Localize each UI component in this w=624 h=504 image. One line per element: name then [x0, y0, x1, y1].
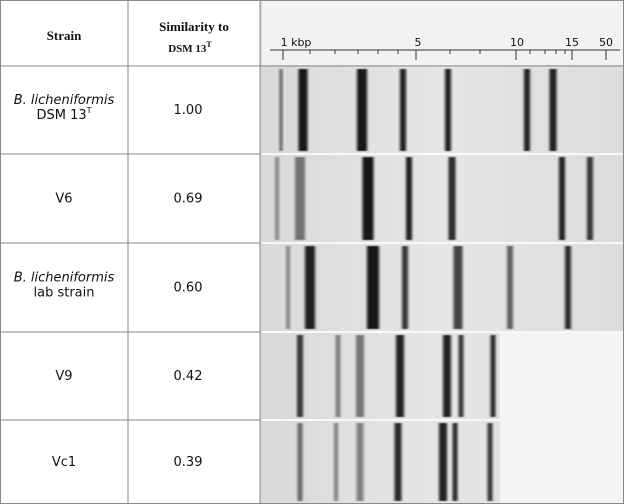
gel-band [454, 246, 463, 329]
strain-sup: T [86, 106, 92, 115]
gel-band [443, 335, 451, 417]
gel-band [298, 423, 303, 501]
gel-band [565, 246, 571, 329]
gel-band [336, 335, 341, 417]
strain: V9 [55, 369, 72, 384]
gel-band [356, 335, 364, 417]
gel-band [400, 69, 406, 151]
similarity: 0.42 [174, 369, 203, 384]
gel-band [559, 157, 565, 240]
gel-band [396, 335, 404, 417]
species: B. licheniformis [14, 93, 115, 108]
gel-band [334, 423, 338, 501]
species: B. licheniformis [14, 271, 115, 286]
strain: lab strain [34, 286, 95, 301]
gel-band [363, 157, 374, 240]
gel-band [488, 423, 493, 501]
gel-band [459, 335, 464, 417]
gel-band [286, 246, 290, 329]
strain: V6 [55, 192, 72, 207]
gel-band [453, 423, 458, 501]
gel-band [280, 69, 283, 151]
similarity: 0.39 [174, 455, 203, 470]
gel-band [395, 423, 402, 501]
figure: Strain Similarity to DSM 13T 1 kbp 5 10 … [0, 0, 624, 504]
gel-band [587, 157, 593, 240]
gel-band [524, 69, 530, 151]
gel-band [445, 69, 451, 151]
gel-band [439, 423, 447, 501]
gel-band [507, 246, 513, 329]
strain: Vc1 [52, 455, 76, 470]
header-strain: Strain [47, 28, 82, 43]
reference: DSM 13 [168, 43, 207, 55]
gel-band [491, 335, 496, 417]
similarity: 0.69 [174, 192, 203, 207]
gel-band [275, 157, 279, 240]
header-reference: DSM 13T [168, 40, 212, 55]
gel-band [357, 69, 367, 151]
gel-band [406, 157, 412, 240]
strain-name: DSM 13 [36, 108, 86, 123]
strain: DSM 13T [36, 106, 91, 123]
ladder-area [262, 0, 624, 65]
gel-band [367, 246, 379, 329]
ladder-label: 15 [565, 36, 579, 49]
similarity: 1.00 [174, 103, 203, 118]
ladder-label: 10 [510, 36, 524, 49]
gel-band [305, 246, 315, 329]
gel-band [449, 157, 456, 240]
ladder-label: 5 [415, 36, 422, 49]
gel-band [402, 246, 408, 329]
header-similarity: Similarity to [159, 19, 229, 34]
gel-band [297, 335, 303, 417]
gel-band [357, 423, 364, 501]
reference-sup: T [206, 40, 212, 49]
ladder-label: 50 [599, 36, 613, 49]
similarity: 0.60 [174, 281, 203, 296]
gel-blank [500, 333, 624, 504]
strain-name: lab strain [34, 286, 95, 301]
ladder-label: 1 kbp [281, 36, 312, 49]
gel-band [299, 69, 308, 151]
gel-band [295, 157, 305, 240]
gel-band [550, 69, 557, 151]
